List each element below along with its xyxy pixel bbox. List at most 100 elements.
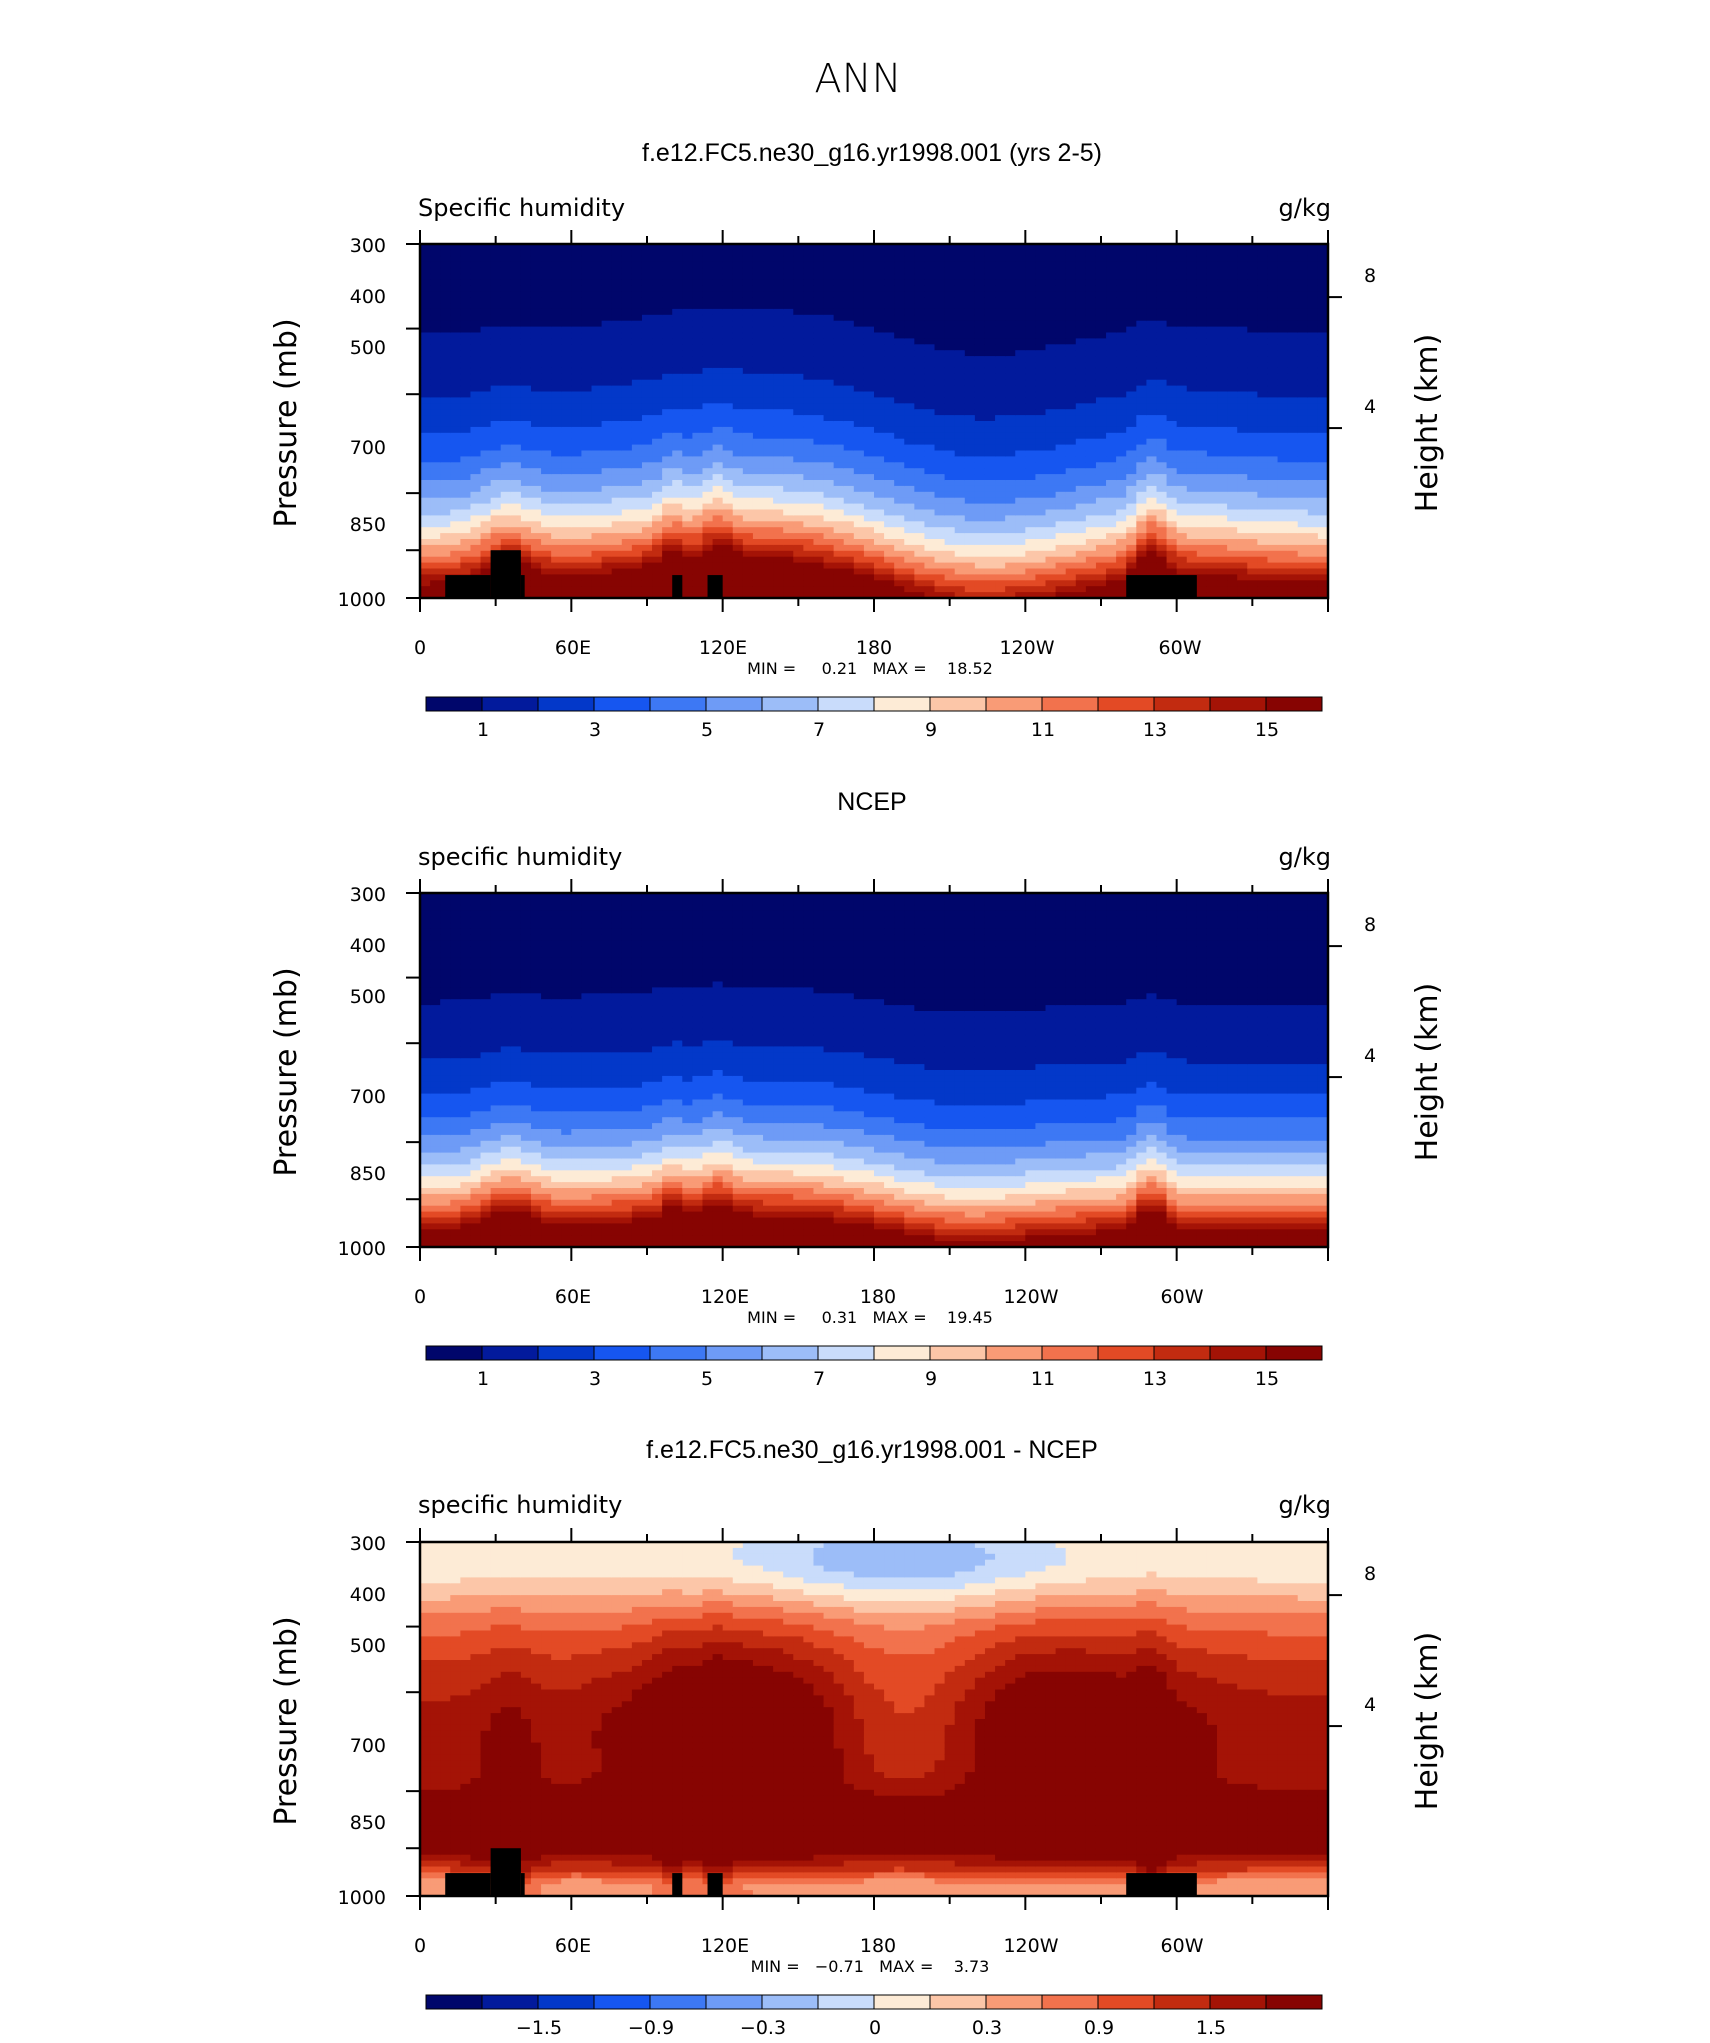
heatmap-cell — [631, 291, 643, 298]
heatmap-cell — [904, 485, 915, 493]
heatmap-cell — [682, 592, 693, 599]
heatmap-cell — [1025, 385, 1037, 393]
heatmap-cell — [561, 267, 572, 275]
heatmap-cell — [1136, 527, 1147, 534]
heatmap-cell — [1156, 373, 1168, 381]
heatmap-cell — [530, 456, 542, 463]
heatmap-cell — [682, 297, 693, 304]
heatmap-cell — [843, 261, 855, 269]
heatmap-cell — [1095, 539, 1107, 546]
heatmap-cell — [1247, 308, 1258, 316]
heatmap-cell — [944, 391, 956, 398]
heatmap-cell — [924, 515, 936, 522]
heatmap-cell — [1085, 556, 1097, 564]
heatmap-cell — [722, 485, 734, 493]
heatmap-cell — [520, 367, 532, 375]
heatmap-cell — [672, 556, 683, 564]
heatmap-cell — [621, 332, 633, 339]
heatmap-cell — [662, 273, 673, 280]
heatmap-cell — [843, 267, 855, 275]
heatmap-cell — [984, 409, 996, 416]
heatmap-cell — [833, 438, 845, 446]
heatmap-cell — [1126, 249, 1137, 257]
heatmap-cell — [763, 308, 774, 316]
heatmap-cell — [480, 426, 492, 434]
heatmap-cell — [561, 326, 572, 334]
heatmap-cell — [823, 385, 835, 393]
heatmap-cell — [853, 515, 865, 522]
heatmap-cell — [1116, 267, 1127, 275]
heatmap-cell — [530, 344, 542, 351]
heatmap-cell — [1237, 415, 1248, 422]
heatmap-cell — [641, 332, 653, 339]
heatmap-cell — [1035, 474, 1047, 481]
heatmap-cell — [1075, 320, 1087, 328]
heatmap-cell — [914, 415, 926, 422]
heatmap-cell — [863, 468, 875, 475]
heatmap-cell — [783, 503, 794, 511]
heatmap-cell — [450, 373, 461, 381]
heatmap-cell — [510, 249, 522, 257]
heatmap-cell — [692, 426, 704, 434]
heatmap-cell — [1025, 426, 1037, 434]
heatmap-cell — [1156, 462, 1168, 469]
heatmap-cell — [652, 356, 663, 363]
heatmap-cell — [964, 426, 976, 434]
heatmap-cell — [1176, 515, 1188, 522]
heatmap-cell — [944, 509, 956, 516]
heatmap-cell — [1055, 556, 1067, 564]
heatmap-cell — [1217, 497, 1228, 505]
heatmap-cell — [702, 350, 714, 357]
heatmap-cell — [884, 249, 895, 257]
heatmap-cell — [621, 385, 633, 393]
heatmap-cell — [1045, 533, 1057, 540]
heatmap-cell — [863, 562, 875, 570]
heatmap-cell — [490, 261, 502, 269]
heatmap-cell — [1025, 356, 1037, 363]
heatmap-cell — [995, 297, 1006, 304]
heatmap-cell — [1196, 415, 1208, 422]
heatmap-cell — [833, 521, 845, 528]
heatmap-cell — [1065, 421, 1077, 428]
heatmap-cell — [500, 267, 512, 275]
heatmap-cell — [601, 544, 613, 552]
heatmap-cell — [934, 373, 946, 381]
heatmap-cell — [470, 480, 482, 487]
heatmap-cell — [1176, 468, 1188, 475]
heatmap-cell — [420, 320, 431, 328]
heatmap-cell — [934, 515, 946, 522]
heatmap-cell — [1126, 314, 1137, 322]
heatmap-cell — [1106, 332, 1117, 339]
heatmap-cell — [631, 586, 643, 593]
heatmap-cell — [530, 379, 542, 387]
heatmap-cell — [1005, 403, 1016, 410]
heatmap-cell — [1116, 568, 1127, 575]
heatmap-cell — [591, 533, 603, 540]
heatmap-cell — [1156, 279, 1168, 286]
heatmap-cell — [420, 544, 431, 552]
heatmap-cell — [581, 279, 593, 286]
heatmap-cell — [793, 297, 804, 304]
heatmap-cell — [551, 403, 562, 410]
heatmap-cell — [430, 261, 441, 269]
heatmap-cell — [702, 267, 714, 275]
heatmap-cell — [1106, 503, 1117, 511]
heatmap-cell — [763, 397, 774, 404]
heatmap-cell — [1015, 432, 1026, 440]
heatmap-cell — [621, 397, 633, 404]
heatmap-cell — [874, 362, 885, 369]
heatmap-cell — [621, 474, 633, 481]
heatmap-cell — [1206, 303, 1218, 310]
heatmap-cell — [944, 474, 956, 481]
heatmap-cell — [450, 332, 461, 339]
heatmap-cell — [793, 403, 804, 410]
heatmap-cell — [894, 291, 905, 298]
heatmap-cell — [420, 568, 431, 575]
heatmap-cell — [1065, 320, 1077, 328]
heatmap-cell — [944, 291, 956, 298]
heatmap-cell — [1025, 556, 1037, 564]
heatmap-cell — [510, 303, 522, 310]
heatmap-cell — [450, 415, 461, 422]
heatmap-cell — [591, 550, 603, 558]
heatmap-cell — [652, 385, 663, 393]
